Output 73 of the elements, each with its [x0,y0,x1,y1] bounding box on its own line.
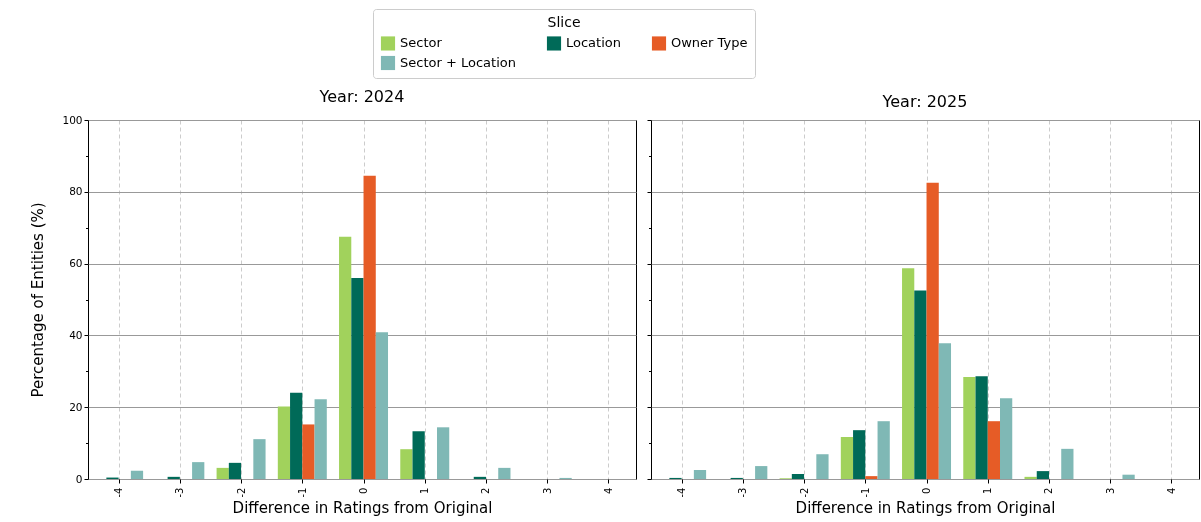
x-tick-label: 1 [419,487,431,494]
chart-title: Year: 2024 [318,87,405,106]
bar [192,462,205,479]
legend-label: Sector + Location [400,55,516,70]
bar [914,290,927,479]
bar [130,470,144,479]
chart-title: Year: 2025 [881,91,968,111]
y-axis-title: Percentage of Entities (%) [29,202,48,398]
bar [437,427,450,479]
bar [963,377,976,479]
bar [926,182,939,479]
bar [375,332,389,479]
bar [216,467,229,479]
bar [363,175,376,479]
x-tick-label: 4 [602,487,614,494]
x-tick-label: -2 [235,487,247,498]
x-tick-label: 3 [1104,487,1116,494]
y-tick-label: 80 [69,185,83,198]
bar [938,343,952,479]
x-tick-label: -4 [676,487,688,498]
legend-title: Slice [547,14,581,30]
y-tick-label: 100 [62,113,83,126]
x-axis-title: Difference in Ratings from Original [795,499,1056,518]
x-tick-label: 2 [1043,487,1055,494]
x-tick-label: 3 [541,487,553,494]
x-tick-label: -3 [737,487,749,498]
bar [902,268,915,479]
legend-label: Location [566,35,621,51]
bar [877,421,890,479]
bar [755,466,768,479]
bar [1036,471,1049,479]
bar [840,437,854,479]
y-tick-label: 60 [69,257,83,270]
x-axis-title: Difference in Ratings from Original [232,499,493,518]
bar [1000,398,1013,479]
bar [693,470,707,479]
x-tick-label: -1 [296,487,308,498]
bar [290,392,303,479]
legend-label: Owner Type [671,35,748,51]
bar [1061,448,1074,479]
x-tick-label: 0 [358,487,370,494]
x-tick-label: 2 [480,487,492,494]
bar [339,236,352,479]
bar [853,430,866,479]
bar [167,476,180,479]
bar [277,406,291,479]
bar [253,439,266,479]
x-tick-label: -3 [174,487,186,498]
bar [498,467,511,479]
bar [400,449,413,479]
bar [987,421,1001,479]
bar [975,376,988,479]
bar [351,277,364,479]
bar [865,476,878,479]
bar [314,399,327,479]
bar [228,462,242,479]
x-tick-label: 0 [921,487,933,494]
x-tick-label: -1 [859,487,871,498]
bar [1122,474,1135,479]
y-tick-label: 0 [75,472,83,485]
bar [791,473,805,479]
x-tick-label: -4 [113,487,125,498]
y-tick-label: 20 [69,400,83,413]
bar [473,476,486,479]
bar [1024,476,1037,479]
x-tick-label: -2 [798,487,810,498]
x-tick-label: 4 [1165,487,1177,494]
legend-label: Sector [400,35,443,51]
x-tick-label: 1 [982,487,994,494]
bar [816,454,829,479]
y-tick-label: 40 [69,328,83,341]
bar [412,431,425,479]
bar [302,424,315,479]
